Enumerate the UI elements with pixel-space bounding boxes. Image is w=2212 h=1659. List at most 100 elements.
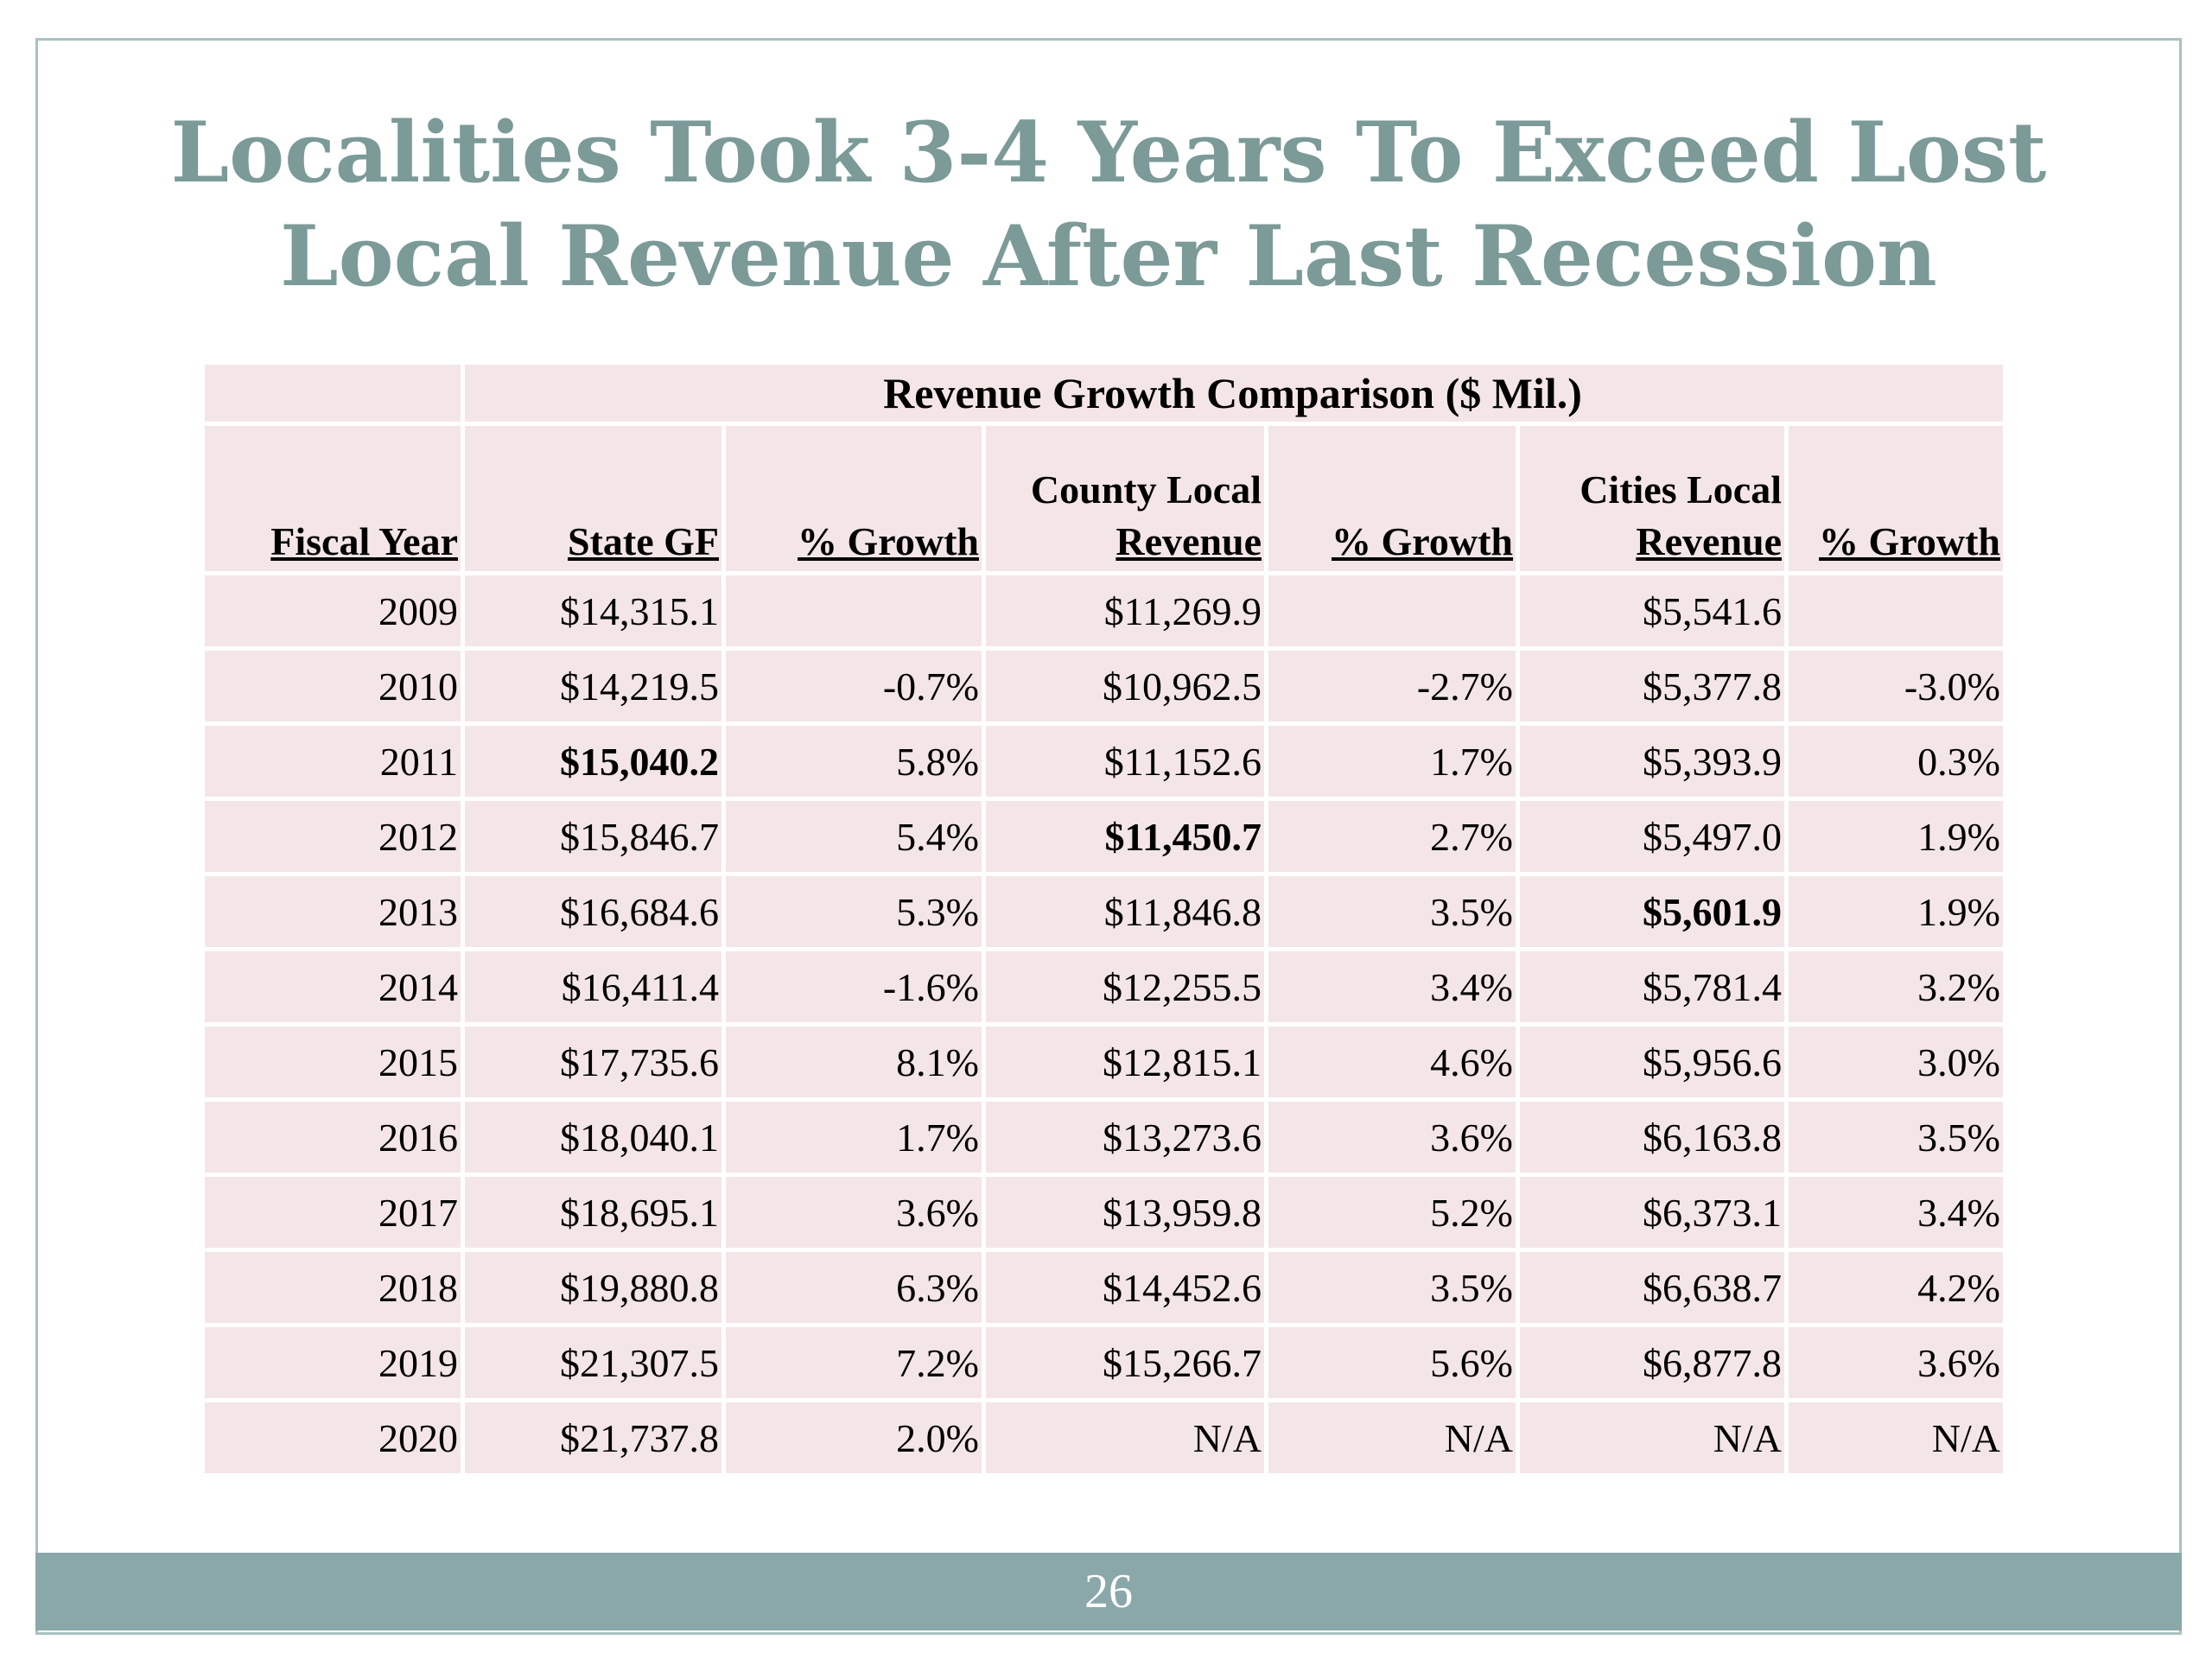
cell-county-growth: 4.6% — [1264, 1022, 1520, 1102]
header-state-gf: State GF — [461, 422, 726, 575]
cell-cities-growth: -3.0% — [1784, 646, 2007, 726]
cell-state-growth: 8.1% — [721, 1022, 986, 1102]
cell-state-gf: $14,219.5 — [461, 646, 726, 726]
table-row: 2020 $21,737.8 2.0% N/A N/A N/A N/A — [200, 1398, 2007, 1478]
table-body: 2009 $14,315.1 $11,269.9 $5,541.6 2010 $14,21… — [200, 571, 2007, 1478]
table-row: 2013 $16,684.6 5.3% $11,846.8 3.5% $5,601.9 1.… — [200, 872, 2007, 951]
cell-fiscal-year: 2013 — [200, 872, 465, 951]
cell-state-gf: $18,040.1 — [461, 1097, 726, 1177]
table-row: 2012 $15,846.7 5.4% $11,450.7 2.7% $5,497.0 1.… — [200, 797, 2007, 876]
cell-fiscal-year: 2018 — [200, 1248, 465, 1327]
cell-cities-growth: 3.5% — [1784, 1097, 2007, 1177]
cell-county-growth — [1264, 571, 1520, 651]
table-row: 2019 $21,307.5 7.2% $15,266.7 5.6% $6,877.8 3.… — [200, 1323, 2007, 1402]
table-row: 2015 $17,735.6 8.1% $12,815.1 4.6% $5,956.6 3.… — [200, 1022, 2007, 1102]
cell-county-revenue: $13,959.8 — [982, 1173, 1268, 1252]
cell-county-revenue: $12,815.1 — [982, 1022, 1268, 1102]
cell-cities-revenue: $5,377.8 — [1516, 646, 1789, 726]
cell-state-gf: $16,411.4 — [461, 947, 726, 1027]
cell-county-growth: 3.5% — [1264, 1248, 1520, 1327]
cell-state-gf: $18,695.1 — [461, 1173, 726, 1252]
header-county-line-1: County Local — [1030, 467, 1262, 512]
table-caption-row: Revenue Growth Comparison ($ Mil.) — [200, 360, 2007, 426]
cell-county-revenue: $12,255.5 — [982, 947, 1268, 1027]
table-row: 2014 $16,411.4 -1.6% $12,255.5 3.4% $5,781.4 3… — [200, 947, 2007, 1027]
cell-cities-growth: 4.2% — [1784, 1248, 2007, 1327]
table-row: 2016 $18,040.1 1.7% $13,273.6 3.6% $6,163.8 3.… — [200, 1097, 2007, 1177]
header-fiscal-year: Fiscal Year — [200, 422, 465, 575]
cell-county-revenue: $11,846.8 — [982, 872, 1268, 951]
table-row: 2010 $14,219.5 -0.7% $10,962.5 -2.7% $5,377.8… — [200, 646, 2007, 726]
cell-cities-revenue: $5,541.6 — [1516, 571, 1789, 651]
slide-title-line-2: Local Revenue After Last Recession — [280, 207, 1937, 305]
header-cities-local-revenue: Cities Local Revenue — [1516, 422, 1789, 575]
cell-county-growth: N/A — [1264, 1398, 1520, 1478]
cell-cities-revenue: $5,956.6 — [1516, 1022, 1789, 1102]
cell-county-growth: 2.7% — [1264, 797, 1520, 876]
cell-county-growth: 5.6% — [1264, 1323, 1520, 1402]
cell-state-growth — [721, 571, 986, 651]
cell-county-revenue: $15,266.7 — [982, 1323, 1268, 1402]
cell-state-gf: $21,307.5 — [461, 1323, 726, 1402]
cell-state-growth: 3.6% — [721, 1173, 986, 1252]
cell-fiscal-year: 2020 — [200, 1398, 465, 1478]
revenue-growth-table: Revenue Growth Comparison ($ Mil.) Fisca… — [200, 360, 2007, 1478]
cell-county-growth: 3.5% — [1264, 872, 1520, 951]
cell-state-gf: $15,846.7 — [461, 797, 726, 876]
cell-county-revenue: $11,269.9 — [982, 571, 1268, 651]
header-state-growth: % Growth — [721, 422, 986, 575]
header-cities-line-1: Cities Local — [1580, 467, 1782, 512]
cell-cities-growth: 3.0% — [1784, 1022, 2007, 1102]
cell-fiscal-year: 2011 — [200, 721, 465, 801]
cell-state-gf: $21,737.8 — [461, 1398, 726, 1478]
cell-fiscal-year: 2009 — [200, 571, 465, 651]
cell-county-revenue: $11,450.7 — [982, 797, 1268, 876]
header-cities-line-2: Revenue — [1636, 519, 1782, 563]
cell-state-growth: 5.4% — [721, 797, 986, 876]
cell-state-gf: $19,880.8 — [461, 1248, 726, 1327]
footer-bar: 26 — [35, 1553, 2182, 1630]
cell-county-growth: 1.7% — [1264, 721, 1520, 801]
cell-county-growth: 5.2% — [1264, 1173, 1520, 1252]
cell-fiscal-year: 2012 — [200, 797, 465, 876]
cell-cities-growth — [1784, 571, 2007, 651]
cell-county-growth: -2.7% — [1264, 646, 1520, 726]
cell-cities-growth: 3.4% — [1784, 1173, 2007, 1252]
cell-county-growth: 3.6% — [1264, 1097, 1520, 1177]
cell-state-growth: 1.7% — [721, 1097, 986, 1177]
cell-county-revenue: $10,962.5 — [982, 646, 1268, 726]
page-number: 26 — [1084, 1565, 1133, 1618]
table-row: 2011 $15,040.2 5.8% $11,152.6 1.7% $5,393.9 0.… — [200, 721, 2007, 801]
cell-state-gf: $17,735.6 — [461, 1022, 726, 1102]
cell-state-growth: 5.8% — [721, 721, 986, 801]
slide-title-line-1: Localities Took 3-4 Years To Exceed Lost — [170, 104, 2047, 201]
cell-cities-revenue: $5,497.0 — [1516, 797, 1789, 876]
cell-cities-revenue: $6,638.7 — [1516, 1248, 1789, 1327]
table-row: 2017 $18,695.1 3.6% $13,959.8 5.2% $6,373.1 3.… — [200, 1173, 2007, 1252]
cell-county-revenue: $11,152.6 — [982, 721, 1268, 801]
cell-county-revenue: $14,452.6 — [982, 1248, 1268, 1327]
cell-fiscal-year: 2019 — [200, 1323, 465, 1402]
cell-cities-revenue: $5,601.9 — [1516, 872, 1789, 951]
cell-state-gf: $16,684.6 — [461, 872, 726, 951]
cell-state-growth: 2.0% — [721, 1398, 986, 1478]
cell-cities-revenue: $5,393.9 — [1516, 721, 1789, 801]
table-row: 2018 $19,880.8 6.3% $14,452.6 3.5% $6,638.7 4.… — [200, 1248, 2007, 1327]
header-cities-growth-label: % Growth — [1819, 519, 2000, 563]
cell-cities-growth: 1.9% — [1784, 872, 2007, 951]
cell-fiscal-year: 2016 — [200, 1097, 465, 1177]
cell-state-gf: $15,040.2 — [461, 721, 726, 801]
cell-state-growth: 6.3% — [721, 1248, 986, 1327]
table-row: 2009 $14,315.1 $11,269.9 $5,541.6 — [200, 571, 2007, 651]
column-header-row: Fiscal Year State GF % Growth County Loc… — [200, 422, 2007, 575]
cell-cities-revenue: $6,373.1 — [1516, 1173, 1789, 1252]
cell-state-growth: 7.2% — [721, 1323, 986, 1402]
header-state-growth-label: % Growth — [798, 519, 979, 563]
cell-fiscal-year: 2014 — [200, 947, 465, 1027]
cell-cities-revenue: N/A — [1516, 1398, 1789, 1478]
cell-state-gf: $14,315.1 — [461, 571, 726, 651]
cell-state-growth: 5.3% — [721, 872, 986, 951]
header-cities-growth: % Growth — [1784, 422, 2007, 575]
table-caption: Revenue Growth Comparison ($ Mil.) — [461, 360, 2007, 426]
header-county-local-revenue: County Local Revenue — [982, 422, 1268, 575]
